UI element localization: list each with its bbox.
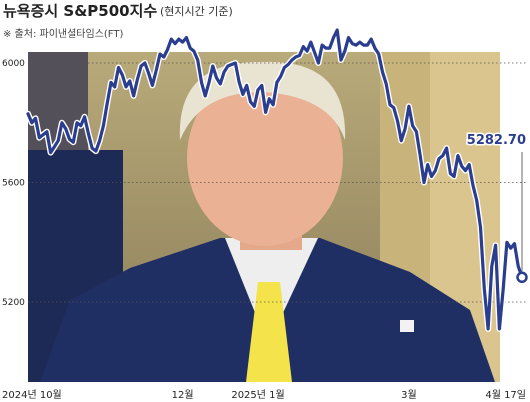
series-group: 5282.70 [25,27,528,332]
x-tick-label: 4월 17일 [485,389,526,401]
x-tick-label: 2024년 10월 [2,389,62,401]
chart-source: ※ 출처: 파이낸셜타임스(FT) [3,27,123,40]
last-point-marker [516,271,528,284]
y-gridlines [28,62,528,303]
chart-title: 뉴욕증시 S&P500지수 [3,2,157,20]
last-value-label: 5282.70 [467,133,526,148]
y-tick-label: 5600 [2,179,25,189]
y-axis-ticks: 5200 5600 6000 [2,59,25,308]
person-photo [40,61,495,382]
x-axis-ticks: 2024년 10월 12월 2025년 1월 3월 4월 17일 [2,389,526,401]
series-line [26,28,524,331]
x-tick-label: 12월 [172,389,194,401]
y-tick-label: 6000 [2,59,25,69]
chart-subtitle: (현지시간 기준) [160,5,233,18]
x-tick-label: 2025년 1월 [231,389,284,401]
x-tick-label: 3월 [401,389,417,401]
y-tick-label: 5200 [2,298,25,308]
